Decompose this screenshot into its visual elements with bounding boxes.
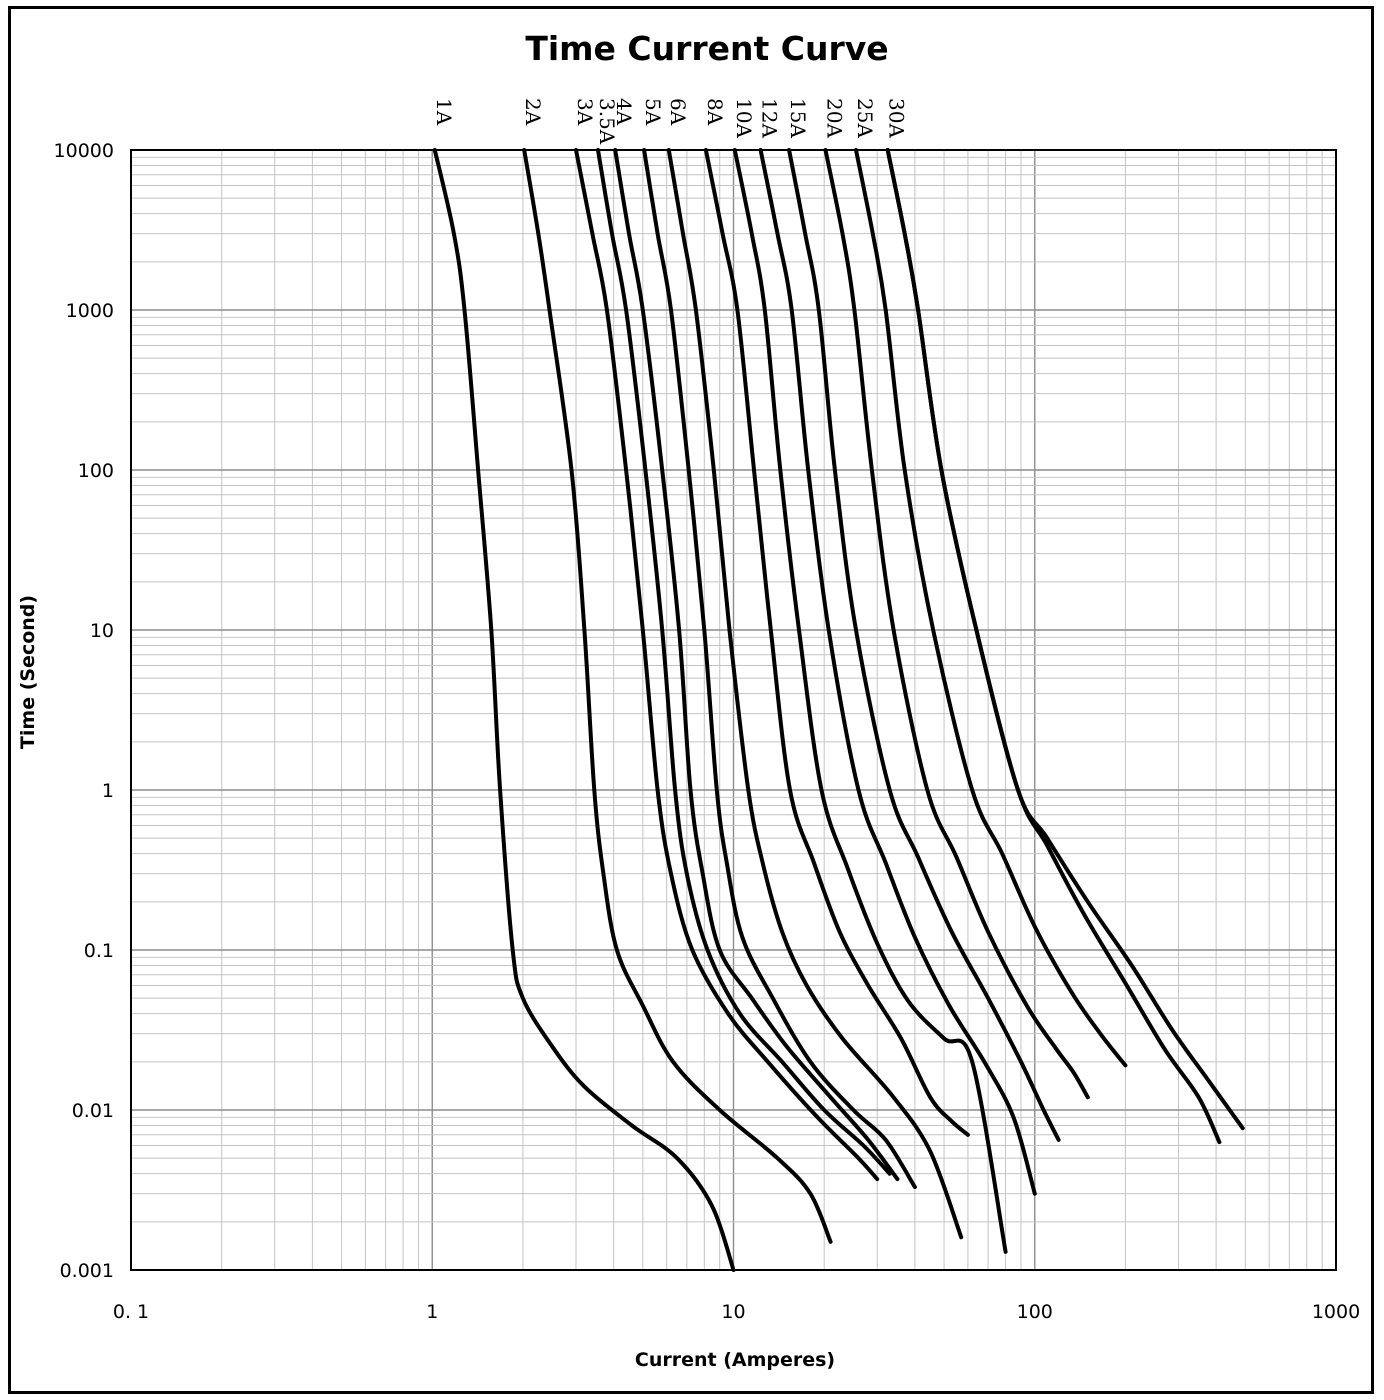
curve-series (574, 148, 880, 1182)
y-tick-label: 1000 (66, 300, 114, 322)
y-tick-label: 1 (102, 780, 114, 802)
x-tick-label: 1000 (1312, 1301, 1360, 1323)
y-tick-label: 10 (90, 620, 114, 642)
chart-frame (8, 6, 1374, 1394)
y-tick-label: 100 (78, 460, 114, 482)
series-label: 2A (521, 98, 545, 126)
chart-title: Time Current Curve (525, 29, 888, 68)
curve-series (732, 148, 1008, 1254)
x-tick-label: 1 (426, 1301, 438, 1323)
curve-series (787, 148, 1061, 1142)
series-label: 20A (823, 98, 847, 138)
series-label: 12A (758, 98, 782, 138)
series-label: 4A (612, 98, 636, 126)
curves-group (432, 148, 1245, 1272)
series-label: 1A (432, 98, 456, 126)
curve-series (823, 148, 1090, 1100)
curve-series (703, 148, 970, 1137)
series-label: 15A (786, 98, 810, 138)
series-label: 10A (732, 98, 756, 138)
curve-series (758, 148, 1037, 1196)
y-axis-label: Time (Second) (17, 595, 39, 749)
curve-series (522, 148, 833, 1244)
series-label: 3.5A (595, 98, 619, 145)
y-tick-label: 0.1 (84, 940, 114, 962)
grid (130, 150, 1336, 1271)
curve-series (885, 148, 1245, 1131)
curve-series (666, 148, 964, 1240)
series-label: 6A (666, 98, 690, 126)
series-label: 30A (885, 98, 909, 138)
curve-series (642, 148, 917, 1189)
x-axis-label: Current (Amperes) (635, 1349, 835, 1371)
x-tick-label: 0. 1 (113, 1301, 149, 1323)
series-label: 8A (703, 98, 727, 126)
series-label: 5A (641, 98, 665, 126)
y-tick-label: 0.01 (72, 1100, 114, 1122)
x-tick-labels: 0. 1 1 10 100 1000 (113, 1301, 1360, 1323)
y-tick-label: 0.001 (60, 1260, 114, 1282)
x-tick-label: 100 (1017, 1301, 1053, 1323)
y-tick-labels: 10000 1000 100 10 1 0.1 0.01 0.001 (54, 140, 114, 1282)
series-label: 3A (573, 98, 597, 126)
series-label: 25A (853, 98, 877, 138)
curve-series (596, 148, 892, 1176)
y-tick-label: 10000 (54, 140, 114, 162)
curve-series (854, 148, 1128, 1068)
curve-series (613, 148, 900, 1182)
x-tick-label: 10 (721, 1301, 745, 1323)
curve-series (432, 148, 736, 1272)
